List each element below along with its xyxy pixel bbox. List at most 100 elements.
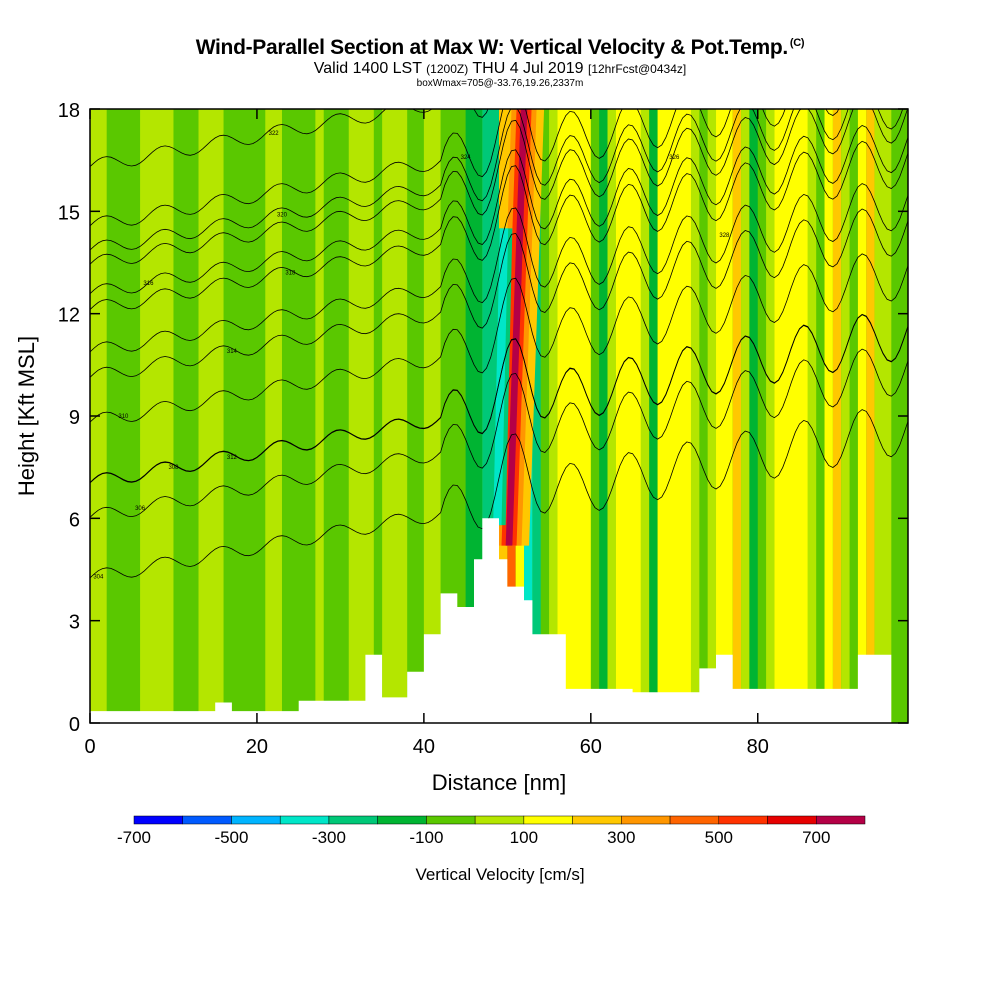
velocity-column xyxy=(615,109,641,723)
colorbar-swatch xyxy=(523,815,573,825)
theta-contour-label: 318 xyxy=(285,271,296,277)
theta-contour-line xyxy=(90,125,908,294)
velocity-column xyxy=(657,109,691,723)
velocity-column xyxy=(774,109,808,723)
theta-contour-line xyxy=(90,109,908,265)
colorbar-tick-label: 300 xyxy=(607,828,635,847)
velocity-column xyxy=(265,109,282,723)
colorbar-swatch xyxy=(767,815,817,825)
velocity-column xyxy=(857,109,867,723)
velocity-column xyxy=(766,109,775,723)
colorbar-swatch xyxy=(377,815,427,825)
velocity-column xyxy=(690,109,700,723)
theta-contour-label: 320 xyxy=(277,213,288,219)
theta-contour-line xyxy=(90,183,908,353)
velocity-column xyxy=(741,109,750,723)
y-axis-label: Height [Kft MSL] xyxy=(14,336,39,496)
velocity-column xyxy=(607,109,616,723)
velocity-column xyxy=(832,109,842,723)
velocity-column xyxy=(874,109,892,723)
valid-time: Valid 1400 LST xyxy=(313,60,422,77)
theta-contour-line xyxy=(90,208,908,378)
x-tick-label: 0 xyxy=(84,736,95,758)
velocity-column xyxy=(866,109,875,723)
colorbar-tick-label: 100 xyxy=(510,828,538,847)
colorbar-tick-label: -100 xyxy=(409,828,443,847)
velocity-column xyxy=(640,109,650,723)
theta-contour-line xyxy=(90,409,908,579)
velocity-column xyxy=(549,109,558,723)
velocity-column xyxy=(807,109,817,723)
y-tick-label: 15 xyxy=(58,202,80,224)
title-text: Wind-Parallel Section at Max W: Vertical… xyxy=(195,36,789,59)
velocity-column xyxy=(198,109,224,723)
velocity-column xyxy=(382,109,408,723)
y-axis: 0 3 6 9 12 15 18 xyxy=(58,100,908,736)
chart-title: Wind-Parallel Section at Max W: Vertical… xyxy=(0,36,1000,60)
velocity-column xyxy=(749,109,758,723)
theta-contour-label: 314 xyxy=(227,349,238,355)
theta-contour-label: 312 xyxy=(227,455,238,461)
colorbar-swatch xyxy=(474,815,525,825)
velocity-column xyxy=(716,109,733,723)
theta-contour-label: 328 xyxy=(719,233,730,239)
velocity-column xyxy=(315,109,324,723)
colorbar-swatch xyxy=(133,815,183,825)
theta-contour-label: 304 xyxy=(93,574,104,580)
chart-subtitle: Valid 1400 LST (1200Z) THU 4 Jul 2019 [1… xyxy=(0,60,1000,78)
x-tick-label: 20 xyxy=(246,736,268,758)
colorbar-swatch xyxy=(816,815,866,825)
velocity-column xyxy=(649,109,658,723)
x-axis-label: Distance [nm] xyxy=(432,770,567,795)
colorbar-swatch xyxy=(182,815,232,825)
colorbar: -700 -500 -300 -100 100 300 500 700 xyxy=(117,815,866,847)
theta-contour-line xyxy=(90,314,908,484)
copyright-mark: (C) xyxy=(789,37,805,49)
theta-contour-line xyxy=(90,109,489,167)
theta-contour-label: 322 xyxy=(269,131,280,137)
x-tick-label: 40 xyxy=(413,736,435,758)
y-tick-label: 6 xyxy=(69,509,80,531)
velocity-column xyxy=(841,109,850,723)
colorbar-tick-label: 700 xyxy=(802,828,830,847)
colorbar-title: Vertical Velocity [cm/s] xyxy=(415,865,584,884)
velocity-column xyxy=(824,109,833,723)
y-tick-label: 0 xyxy=(69,714,80,736)
theta-contour-line xyxy=(90,140,908,310)
velocity-column xyxy=(423,109,441,723)
terrain xyxy=(90,518,892,723)
x-axis: 0 20 40 60 80 xyxy=(84,109,769,758)
y-tick-label: 18 xyxy=(58,100,80,122)
theta-contour-line xyxy=(90,109,840,227)
forecast-info: [12hrFcst@0434z] xyxy=(587,62,687,76)
terrain-profile xyxy=(90,518,892,723)
velocity-column xyxy=(557,109,591,723)
theta-contour-label: 326 xyxy=(669,155,680,161)
box-max-info: boxWmax=705@-33.76,19.26,2337m xyxy=(416,78,584,89)
y-tick-label: 12 xyxy=(58,305,80,327)
colorbar-tick-label: -300 xyxy=(312,828,346,847)
colorbar-swatch xyxy=(279,815,330,825)
theta-contour-line xyxy=(90,109,904,251)
colorbar-swatch xyxy=(669,815,720,825)
theta-contour-label: 316 xyxy=(143,281,154,287)
colorbar-swatch xyxy=(231,815,281,825)
velocity-column xyxy=(707,109,717,723)
theta-contour-label: 310 xyxy=(118,414,129,420)
y-tick-label: 9 xyxy=(69,407,80,429)
velocity-column xyxy=(599,109,608,723)
theta-contour-label: 308 xyxy=(168,465,179,471)
valid-utc: (1200Z) xyxy=(426,62,469,76)
x-tick-label: 60 xyxy=(580,736,602,758)
y-tick-label: 3 xyxy=(69,612,80,634)
colorbar-tick-label: -500 xyxy=(214,828,248,847)
colorbar-swatch xyxy=(328,815,378,825)
theta-contour-label: 306 xyxy=(135,506,146,512)
colorbar-tick-label: -700 xyxy=(117,828,151,847)
colorbar-swatch xyxy=(621,815,671,825)
x-tick-label: 80 xyxy=(747,736,769,758)
colorbar-swatch xyxy=(718,815,768,825)
colorbar-tick-label: 500 xyxy=(705,828,733,847)
colorbar-swatch xyxy=(572,815,622,825)
